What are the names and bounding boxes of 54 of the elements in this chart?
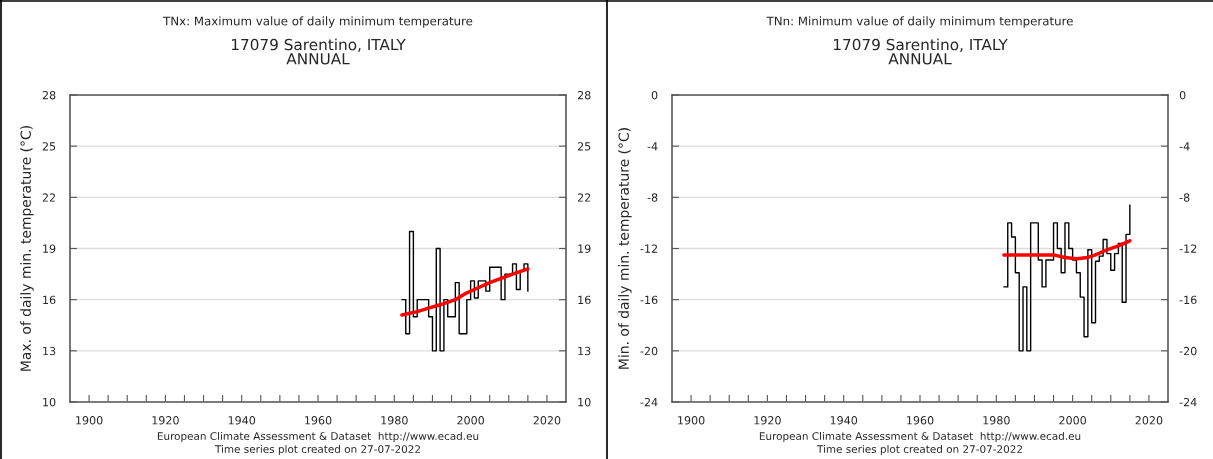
line-series (1002, 239, 1132, 261)
y-tick-label: 0 (651, 90, 658, 100)
y-tick-label: 28 (42, 90, 56, 100)
x-tick-label: 1940 (830, 416, 858, 425)
text: Time series plot created on 27-07-2022 (214, 444, 420, 456)
chart-title: TNn: Minimum value of daily minimum temperature (766, 16, 1073, 28)
y2-tick-label: -8 (1179, 193, 1190, 202)
y2-tick-label: 10 (578, 397, 591, 407)
y2-tick-label: -24 (1179, 397, 1197, 407)
y-tick-label: -12 (640, 244, 657, 253)
text: Time series plot created on 27-07-2022 (816, 444, 1022, 456)
x-tick-label: 1900 (76, 416, 103, 425)
x-tick-label: 1980 (983, 416, 1010, 425)
y-axis-title: Min. of daily min. temperature (°C) (618, 128, 632, 369)
y2-tick-label: 0 (1179, 90, 1186, 100)
y-tick-label: 22 (42, 193, 55, 202)
y2-tick-label: 22 (577, 193, 591, 202)
x-tick-label: 2000 (457, 416, 485, 425)
y2-tick-label: -12 (1179, 244, 1197, 253)
chart-subtitle: 17079 Sarentino, ITALY ANNUAL (833, 38, 1008, 65)
x-tick-label: 1920 (754, 416, 781, 425)
x-tick-label: 1920 (152, 416, 179, 425)
x-tick-label: 2020 (1135, 416, 1163, 425)
y-tick-label: 25 (42, 142, 56, 151)
chart-title: TNx: Maximum value of daily minimum temperature (163, 16, 473, 28)
y2-tick-label: 25 (577, 142, 591, 151)
x-tick-label: 1940 (228, 416, 256, 425)
y-tick-label: 10 (43, 397, 56, 407)
y-tick-label: -24 (640, 397, 658, 407)
y2-tick-label: 16 (578, 295, 591, 305)
y-tick-label: -20 (640, 346, 658, 356)
line-series (400, 267, 530, 317)
x-tick-label: 2020 (533, 416, 561, 425)
text: European Climate Assessment & Dataset http://www.ecad.eu (759, 431, 1081, 443)
y-tick-label: 13 (43, 346, 56, 356)
x-tick-label: 1900 (678, 416, 705, 425)
x-tick-label: 1980 (381, 416, 408, 425)
y-tick-label: -4 (647, 142, 658, 151)
x-tick-label: 2000 (1059, 416, 1087, 425)
y-axis-title: Max. of daily min. temperature (°C) (20, 126, 34, 371)
chart-subtitle: 17079 Sarentino, ITALY ANNUAL (231, 38, 406, 65)
y2-tick-label: 13 (578, 346, 591, 356)
y2-tick-label: 28 (577, 90, 591, 100)
y-tick-label: -8 (647, 193, 658, 202)
y2-tick-label: -4 (1179, 142, 1190, 151)
x-tick-label: 1960 (305, 416, 332, 425)
x-tick-label: 1960 (907, 416, 934, 425)
y-tick-label: 19 (43, 244, 56, 253)
y2-tick-label: 19 (578, 244, 591, 253)
y-tick-label: 16 (43, 295, 56, 305)
y2-tick-label: -16 (1179, 295, 1197, 305)
y-tick-label: -16 (640, 295, 658, 305)
text: European Climate Assessment & Dataset http://www.ecad.eu (157, 431, 479, 443)
y2-tick-label: -20 (1179, 346, 1197, 356)
